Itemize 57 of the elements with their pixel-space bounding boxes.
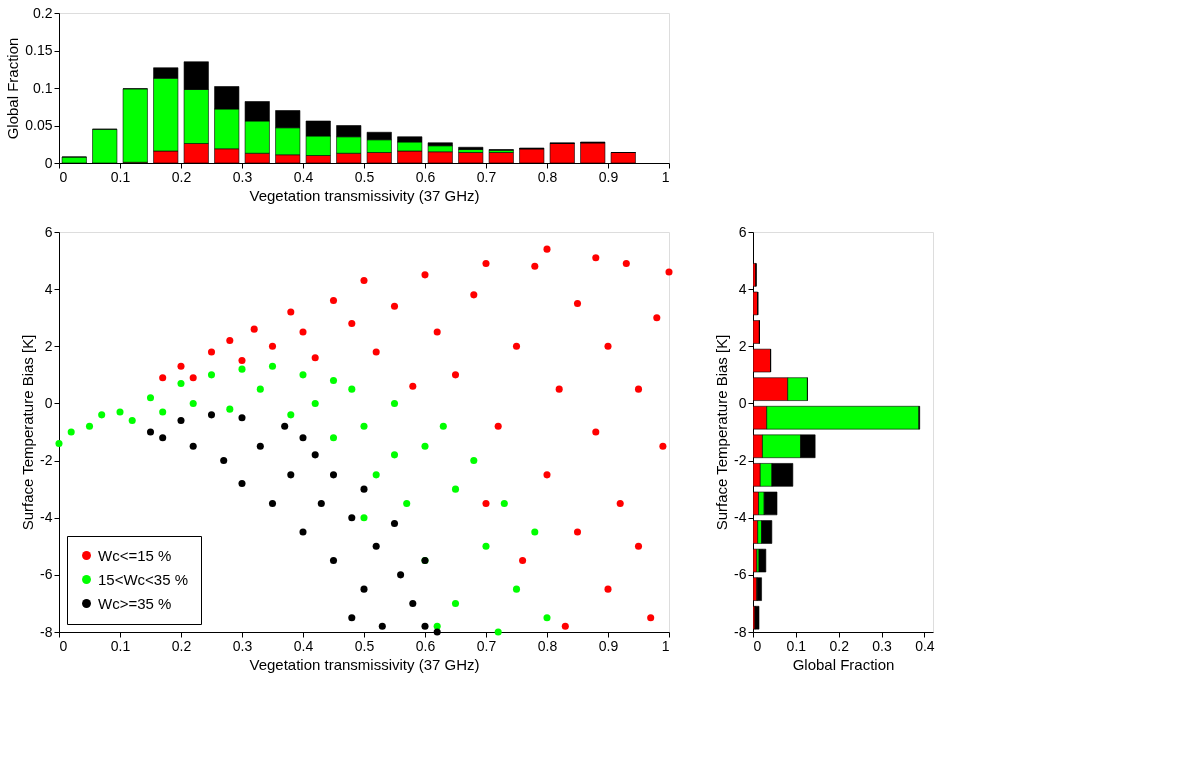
y-tick-label: 4	[738, 280, 747, 297]
y-tick-label: 0.1	[33, 79, 53, 96]
x-tick-label: 0.6	[415, 637, 436, 654]
y-tick-label: 0.05	[25, 117, 53, 133]
y-tick-label: 0	[44, 154, 53, 171]
x-tick-label: 0	[59, 637, 68, 654]
x-tick-label: 0.2	[171, 168, 192, 185]
y-tick-label: 0.15	[25, 42, 53, 58]
x-tick-label: 0.7	[476, 637, 497, 654]
y-tick-label: -6	[734, 566, 747, 583]
x-tick-label: 0.9	[598, 168, 619, 185]
y-tick-label: -2	[734, 452, 747, 469]
y-tick-label: 0.2	[33, 4, 53, 21]
x-tick-label: 0	[59, 168, 68, 185]
x-tick-label: 0.3	[872, 637, 893, 654]
y-axis-title: Surface Temperature Bias [K]	[19, 334, 37, 531]
x-tick-label: 0.4	[293, 637, 314, 654]
x-tick-label: 0.8	[537, 637, 558, 654]
y-tick-label: 6	[44, 223, 53, 240]
x-axis-title: Vegetation transmissivity (37 GHz)	[249, 655, 480, 673]
x-axis-title: Vegetation transmissivity (37 GHz)	[249, 186, 480, 204]
y-tick-label: 0	[738, 394, 747, 411]
x-tick-label: 0.1	[110, 168, 131, 185]
x-tick-label: 1	[661, 168, 670, 185]
legend-label: Wc<=15 %	[98, 546, 172, 564]
x-tick-label: 0.9	[598, 637, 619, 654]
y-tick-label: -2	[40, 452, 53, 469]
x-axis-title: Global Fraction	[792, 655, 895, 673]
x-tick-label: 0.3	[232, 168, 253, 185]
x-tick-label: 0.2	[171, 637, 192, 654]
x-tick-label: 0.3	[232, 637, 253, 654]
x-tick-label: 0.1	[786, 637, 807, 654]
y-tick-label: -8	[734, 623, 747, 640]
legend-label: Wc>=35 %	[98, 594, 172, 612]
y-tick-label: -4	[734, 509, 747, 526]
y-tick-label: -4	[40, 509, 53, 526]
x-tick-label: 0.1	[110, 637, 131, 654]
legend-label: 15<Wc<35 %	[98, 570, 189, 588]
x-tick-label: 0	[753, 637, 762, 654]
x-tick-label: 0.7	[476, 168, 497, 185]
y-tick-label: -8	[40, 623, 53, 640]
y-axis-title: Surface Temperature Bias [K]	[713, 334, 731, 531]
x-tick-label: 0.8	[537, 168, 558, 185]
x-tick-label: 0.5	[354, 168, 375, 185]
y-tick-label: 2	[44, 337, 53, 354]
y-tick-label: 2	[738, 337, 747, 354]
y-tick-label: -6	[40, 566, 53, 583]
x-tick-label: 0.4	[293, 168, 314, 185]
y-axis-title: Global Fraction	[4, 37, 22, 140]
x-tick-label: 0.4	[915, 637, 935, 654]
x-tick-label: 0.6	[415, 168, 436, 185]
y-tick-label: 6	[738, 223, 747, 240]
x-tick-label: 0.2	[829, 637, 850, 654]
y-tick-label: 0	[44, 394, 53, 411]
x-tick-label: 1	[661, 637, 670, 654]
x-tick-label: 0.5	[354, 637, 375, 654]
y-tick-label: 4	[44, 280, 53, 297]
